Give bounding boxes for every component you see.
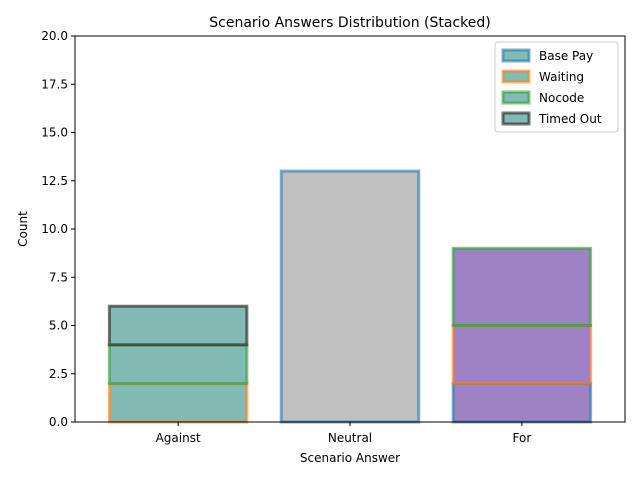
legend-swatch-timed-out — [501, 111, 531, 126]
chart-title: Scenario Answers Distribution (Stacked) — [209, 15, 490, 31]
legend-label-waiting: Waiting — [539, 70, 584, 84]
bar-against-waiting — [107, 381, 249, 424]
legend-label-nocode: Nocode — [539, 91, 584, 105]
legend-swatch-nocode — [501, 90, 531, 105]
x-tick-label: For — [513, 431, 532, 445]
bars-group — [107, 169, 593, 424]
y-tick-label: 5.0 — [49, 319, 68, 333]
bar-against-timed-out — [107, 304, 249, 347]
legend-label-base-pay: Base Pay — [539, 49, 593, 63]
y-tick-label: 10.0 — [41, 222, 68, 236]
y-tick-label: 2.5 — [49, 367, 68, 381]
bar-against-nocode — [107, 343, 249, 385]
legend-swatch-base-pay — [501, 48, 531, 63]
y-tick-label: 20.0 — [41, 29, 68, 43]
bar-for-base-pay — [451, 381, 593, 424]
y-tick-label: 15.0 — [41, 126, 68, 140]
legend-label-timed-out: Timed Out — [538, 112, 602, 126]
x-tick-label: Neutral — [328, 431, 372, 445]
x-tick-label: Against — [156, 431, 201, 445]
x-axis-label: Scenario Answer — [300, 451, 400, 465]
bar-for-nocode — [451, 246, 593, 327]
legend-box — [494, 41, 619, 133]
y-tick-label: 7.5 — [49, 270, 68, 284]
y-axis-label: Count — [16, 211, 30, 247]
y-tick-label: 0.0 — [49, 415, 68, 429]
legend-swatch-waiting — [501, 69, 531, 84]
bar-for-waiting — [451, 324, 593, 385]
y-tick-label: 12.5 — [41, 174, 68, 188]
legend: Base Pay Waiting Nocode Timed Out — [494, 41, 619, 133]
bar-neutral-base-pay — [279, 169, 421, 424]
x-axis: Against Neutral For — [156, 422, 532, 445]
y-tick-label: 17.5 — [41, 77, 68, 91]
y-axis: 0.0 2.5 5.0 7.5 10.0 12.5 15.0 17.5 20.0 — [41, 29, 75, 429]
